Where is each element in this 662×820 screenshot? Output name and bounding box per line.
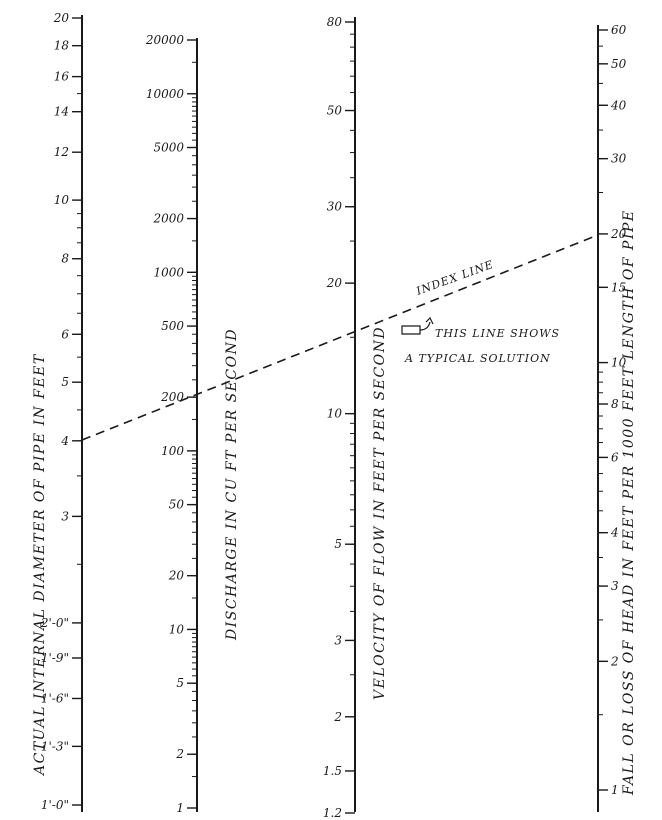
tick-label: 1.2: [323, 806, 342, 820]
tick-label: 200: [160, 390, 184, 404]
tick-label: 60: [611, 23, 627, 37]
tick-label: 4: [60, 434, 69, 448]
tick-label: 1000: [153, 265, 184, 279]
tick-label: 50: [611, 57, 627, 71]
tick-label: 20000: [145, 33, 185, 47]
tick-label: 5: [334, 537, 342, 551]
tick-label: 8: [61, 252, 69, 266]
tick-label: 1'-9": [41, 651, 69, 665]
tick-label: 4: [610, 526, 619, 540]
tick-label: 3: [334, 633, 342, 647]
tick-label: 30: [327, 200, 343, 214]
tick-label: 80: [327, 15, 343, 29]
tick-label: 12: [54, 145, 69, 159]
tick-label: 2'-0": [40, 616, 69, 630]
index-line-label: INDEX LINE: [414, 258, 496, 298]
pipe-diameter-ticks: 20 18 16 14 12 10 8 6 5 4 3 2'-0" 1'-9" 1'-6" 1'-3" 1'-…: [40, 11, 82, 812]
tick-label: 50: [169, 498, 185, 512]
head-loss-axis-title: FALL OR LOSS OF HEAD IN FEET PER 1000 FE…: [621, 209, 637, 796]
pipe-diameter-axis-title: ACTUAL INTERNAL DIAMETER OF PIPE IN FEET: [32, 353, 48, 777]
tick-label: 20: [53, 11, 70, 25]
typical-solution-note-line2: A TYPICAL SOLUTION: [404, 352, 551, 365]
tick-label: 2: [333, 710, 342, 724]
tick-label: 1: [176, 801, 184, 815]
tick-label: 20: [610, 227, 627, 241]
tick-label: 2000: [152, 212, 184, 226]
tick-label: 10: [327, 407, 343, 421]
tick-label: 5000: [153, 141, 184, 155]
tick-label: 20: [326, 276, 343, 290]
tick-label: 16: [54, 70, 70, 84]
tick-label: 40: [610, 98, 627, 112]
discharge-ticks: 20000 10000 5000 2000 1000 500 200 100 50 20 10 5 2 1: [145, 33, 197, 815]
tick-label: 5: [176, 676, 184, 690]
tick-label: 8: [611, 397, 619, 411]
tick-label: 6: [611, 450, 619, 464]
tick-label: 3: [611, 579, 619, 593]
discharge-axis-title: DISCHARGE IN CU FT PER SECOND: [224, 328, 240, 641]
tick-label: 10: [54, 193, 70, 207]
tick-label: 50: [327, 104, 343, 118]
tick-label: 1: [611, 783, 619, 797]
tick-label: 6: [61, 327, 69, 341]
tick-label: 20: [168, 569, 185, 583]
tick-label: 2: [610, 654, 619, 668]
tick-label: 1'-0": [41, 798, 69, 812]
pointer-arrow-icon: [401, 316, 434, 335]
tick-label: 18: [54, 39, 70, 53]
tick-label: 100: [161, 444, 184, 458]
tick-label: 10000: [146, 87, 185, 101]
tick-label: 2: [175, 747, 184, 761]
tick-label: 1.5: [323, 764, 342, 778]
tick-label: 30: [611, 152, 627, 166]
tick-label: 3: [61, 509, 69, 523]
tick-label: 10: [611, 356, 627, 370]
tick-label: 1'-6": [41, 691, 69, 705]
tick-label: 10: [169, 622, 185, 636]
typical-solution-note-line1: THIS LINE SHOWS: [435, 327, 560, 340]
tick-label: 14: [54, 105, 69, 119]
tick-label: 15: [611, 280, 626, 294]
velocity-ticks: 80 50 30 20 10 5 3 2 1.5 1.2: [323, 15, 355, 820]
tick-label: 5: [61, 375, 69, 389]
tick-label: 1'-3": [41, 739, 69, 753]
velocity-axis-title: VELOCITY OF FLOW IN FEET PER SECOND: [372, 326, 388, 700]
index-line: [81, 234, 599, 441]
tick-label: 500: [161, 319, 184, 333]
head-loss-ticks: 60 50 40 30 20 15 10 8 6 4 3 2 1: [598, 23, 627, 797]
